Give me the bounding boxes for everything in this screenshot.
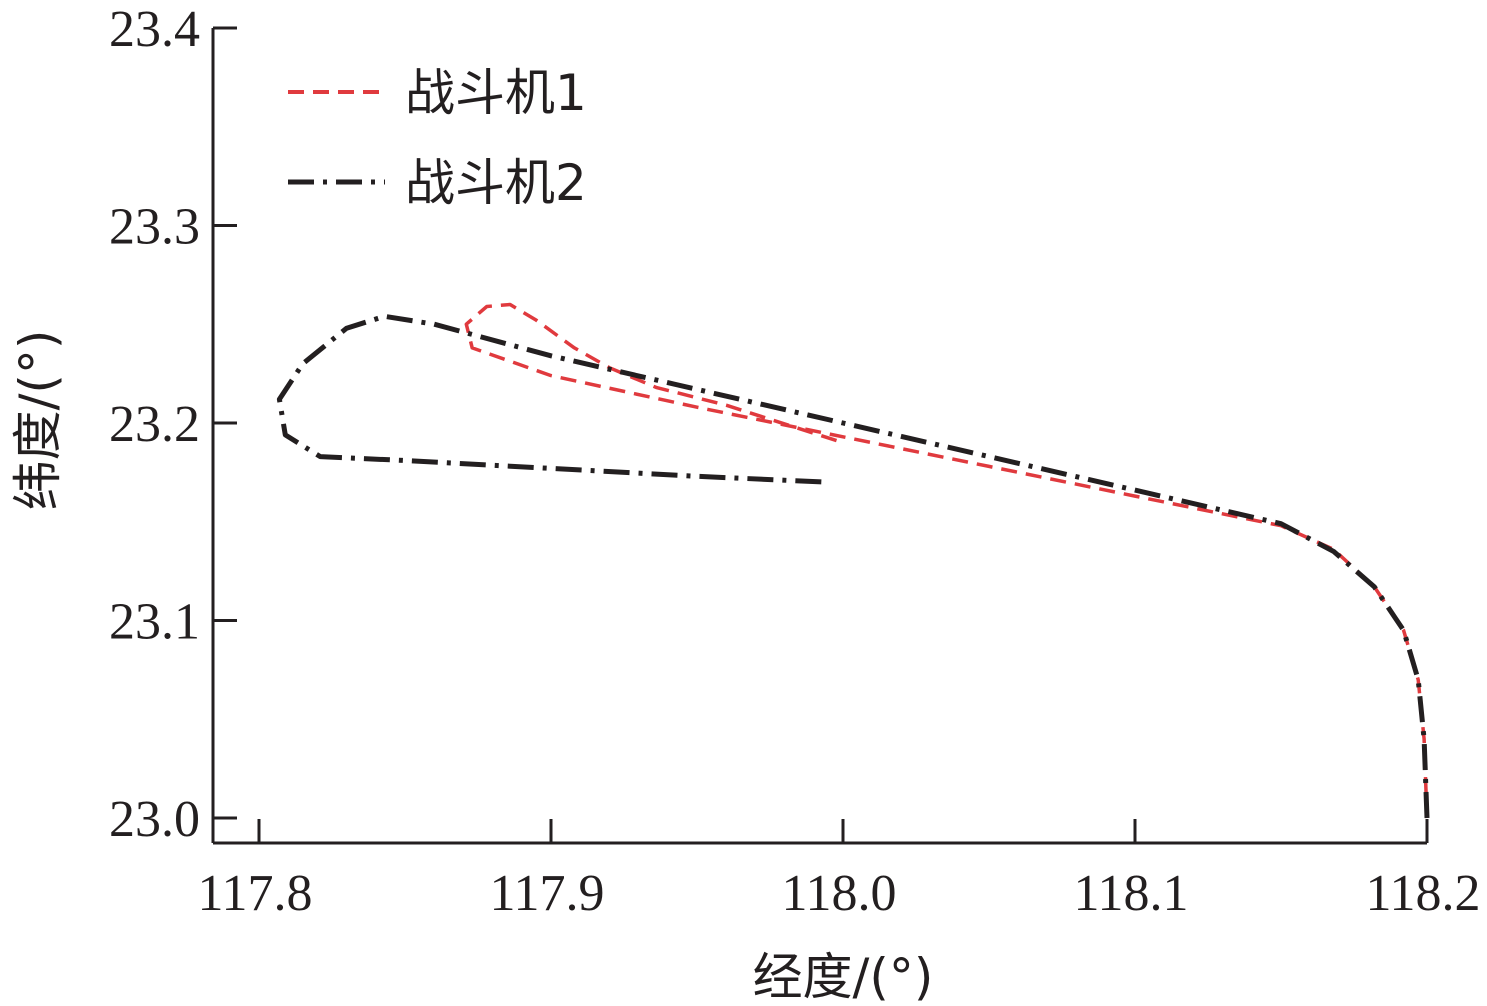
x-tick-label: 117.9 [489,865,604,922]
axes: 117.8 117.9 118.0 118.1 118.2 23.0 23.1 23.2 23.… [109,1,1481,922]
legend-label-2: 战斗机2 [405,154,587,212]
y-tick-label: 23.0 [109,791,200,848]
y-tick-label: 23.3 [109,199,200,256]
x-tick-label: 118.0 [781,865,896,922]
series-line-2 [276,313,1430,819]
x-tick-label: 117.8 [197,865,312,922]
x-tick-label: 118.2 [1365,865,1480,922]
legend-label-1: 战斗机1 [405,64,587,122]
y-tick-label: 23.4 [109,1,200,58]
series-line-1 [464,302,1429,819]
x-axis-title: 经度/(°) [753,948,934,1006]
series-layer [276,302,1430,819]
x-tick-label: 118.1 [1073,865,1188,922]
y-tick-label: 23.1 [109,594,200,651]
y-axis-title: 纬度/(°) [9,330,67,511]
legend: 战斗机1 战斗机2 [288,64,587,212]
y-tick-label: 23.2 [109,396,200,453]
